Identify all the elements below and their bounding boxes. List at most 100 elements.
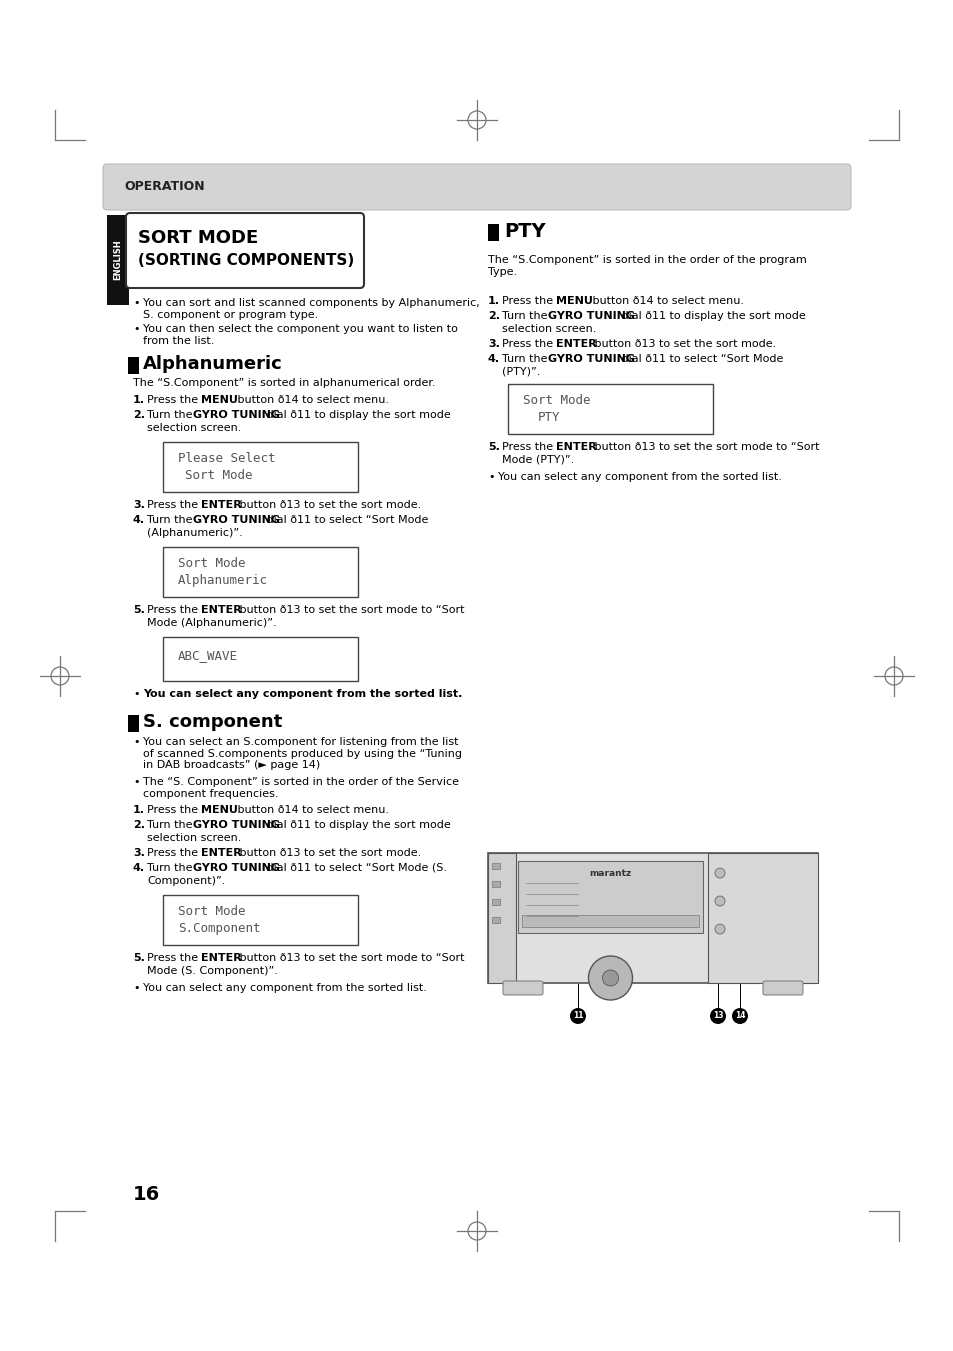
Text: 2.: 2. [132, 409, 145, 420]
Bar [507, 384, 712, 434]
Text: The “S.Component” is sorted in alphanumerical order.: The “S.Component” is sorted in alphanume… [132, 378, 436, 388]
Text: Turn the: Turn the [501, 354, 551, 363]
Text: 3.: 3. [488, 339, 499, 349]
Text: marantz: marantz [589, 869, 631, 878]
Text: Press the: Press the [147, 394, 201, 405]
Text: 4.: 4. [132, 863, 145, 873]
Text: (Alphanumeric)”.: (Alphanumeric)”. [147, 528, 242, 538]
Text: •: • [132, 689, 139, 698]
Text: ENTER: ENTER [201, 500, 241, 509]
Circle shape [602, 970, 618, 986]
Text: •: • [132, 984, 139, 993]
Text: 1.: 1. [132, 394, 145, 405]
Text: S. component: S. component [143, 713, 282, 731]
Text: selection screen.: selection screen. [147, 423, 241, 434]
Bar [488, 852, 817, 984]
Text: ENGLISH: ENGLISH [113, 239, 122, 280]
Text: dial ð11 to display the sort mode: dial ð11 to display the sort mode [263, 409, 450, 420]
Text: Alphanumeric: Alphanumeric [178, 574, 268, 586]
Text: 1.: 1. [132, 805, 145, 815]
Text: Turn the: Turn the [501, 311, 551, 322]
Text: Component)”.: Component)”. [147, 875, 225, 886]
Text: ABC_WAVE: ABC_WAVE [178, 648, 237, 662]
Text: Sort Mode: Sort Mode [178, 557, 245, 570]
Text: MENU: MENU [201, 394, 237, 405]
Bar [492, 917, 499, 923]
Bar [492, 863, 499, 869]
Text: Sort Mode: Sort Mode [178, 905, 245, 917]
Text: GYRO TUNING: GYRO TUNING [547, 311, 635, 322]
Bar [521, 915, 699, 927]
Text: 14: 14 [734, 1012, 744, 1020]
Text: 5.: 5. [132, 605, 145, 615]
Bar [163, 894, 357, 944]
Text: (SORTING COMPONENTS): (SORTING COMPONENTS) [138, 253, 354, 267]
Text: You can select any component from the sorted list.: You can select any component from the so… [143, 689, 462, 698]
Text: ENTER: ENTER [201, 952, 241, 963]
Text: dial ð11 to select “Sort Mode: dial ð11 to select “Sort Mode [618, 354, 782, 363]
Text: (PTY)”.: (PTY)”. [501, 367, 539, 377]
Circle shape [569, 1008, 585, 1024]
Text: 2.: 2. [488, 311, 499, 322]
Text: button ð14 to select menu.: button ð14 to select menu. [588, 296, 743, 305]
Text: Press the: Press the [147, 500, 201, 509]
Text: dial ð11 to display the sort mode: dial ð11 to display the sort mode [263, 820, 450, 830]
FancyBboxPatch shape [103, 163, 850, 209]
Text: •: • [132, 777, 139, 788]
Text: PTY: PTY [503, 222, 545, 240]
Text: GYRO TUNING: GYRO TUNING [193, 409, 280, 420]
Text: S.Component: S.Component [178, 921, 260, 935]
Text: Turn the: Turn the [147, 863, 195, 873]
Text: ENTER: ENTER [201, 605, 241, 615]
Text: Turn the: Turn the [147, 820, 195, 830]
Text: button ð14 to select menu.: button ð14 to select menu. [233, 394, 389, 405]
Text: 4.: 4. [488, 354, 499, 363]
Bar [163, 638, 357, 681]
Text: Mode (S. Component)”.: Mode (S. Component)”. [147, 966, 277, 975]
Text: Press the: Press the [147, 805, 201, 815]
Text: MENU: MENU [556, 296, 592, 305]
Text: button ð13 to set the sort mode.: button ð13 to set the sort mode. [235, 500, 421, 509]
Text: Mode (Alphanumeric)”.: Mode (Alphanumeric)”. [147, 617, 276, 628]
Text: •: • [132, 738, 139, 747]
Text: button ð13 to set the sort mode to “Sort: button ð13 to set the sort mode to “Sort [235, 952, 464, 963]
Text: 1.: 1. [488, 296, 499, 305]
Text: PTY: PTY [537, 411, 560, 424]
Bar [517, 861, 702, 934]
Bar [707, 852, 817, 984]
Text: You can select any component from the sorted list.: You can select any component from the so… [497, 471, 781, 482]
Text: 5.: 5. [488, 442, 499, 453]
Text: Alphanumeric: Alphanumeric [143, 355, 282, 373]
FancyBboxPatch shape [502, 981, 542, 994]
Text: ENTER: ENTER [556, 442, 597, 453]
Circle shape [709, 1008, 725, 1024]
Text: Turn the: Turn the [147, 409, 195, 420]
Bar [128, 357, 139, 374]
Text: You can select an S.component for listening from the list
of scanned S.component: You can select an S.component for listen… [143, 738, 461, 770]
Bar [492, 881, 499, 888]
Text: Please Select: Please Select [178, 453, 275, 465]
Text: 3.: 3. [132, 848, 145, 858]
Text: ENTER: ENTER [556, 339, 597, 349]
Text: Sort Mode: Sort Mode [185, 469, 253, 482]
FancyBboxPatch shape [762, 981, 802, 994]
Text: dial ð11 to select “Sort Mode (S.: dial ð11 to select “Sort Mode (S. [263, 863, 447, 873]
Text: Mode (PTY)”.: Mode (PTY)”. [501, 455, 574, 465]
Text: Press the: Press the [147, 848, 201, 858]
Text: 4.: 4. [132, 515, 145, 526]
Circle shape [588, 957, 632, 1000]
Text: 11: 11 [572, 1012, 582, 1020]
Text: selection screen.: selection screen. [147, 834, 241, 843]
Text: •: • [132, 299, 139, 308]
Text: SORT MODE: SORT MODE [138, 230, 258, 247]
Bar [488, 224, 498, 240]
Text: The “S.Component” is sorted in the order of the program
Type.: The “S.Component” is sorted in the order… [488, 255, 806, 277]
Text: button ð13 to set the sort mode to “Sort: button ð13 to set the sort mode to “Sort [590, 442, 819, 453]
Text: You can sort and list scanned components by Alphanumeric,
S. component or progra: You can sort and list scanned components… [143, 299, 479, 320]
Circle shape [731, 1008, 747, 1024]
Text: button ð13 to set the sort mode to “Sort: button ð13 to set the sort mode to “Sort [235, 605, 464, 615]
Text: Press the: Press the [501, 296, 556, 305]
Bar [163, 547, 357, 597]
Circle shape [714, 924, 724, 934]
Text: 3.: 3. [132, 500, 145, 509]
